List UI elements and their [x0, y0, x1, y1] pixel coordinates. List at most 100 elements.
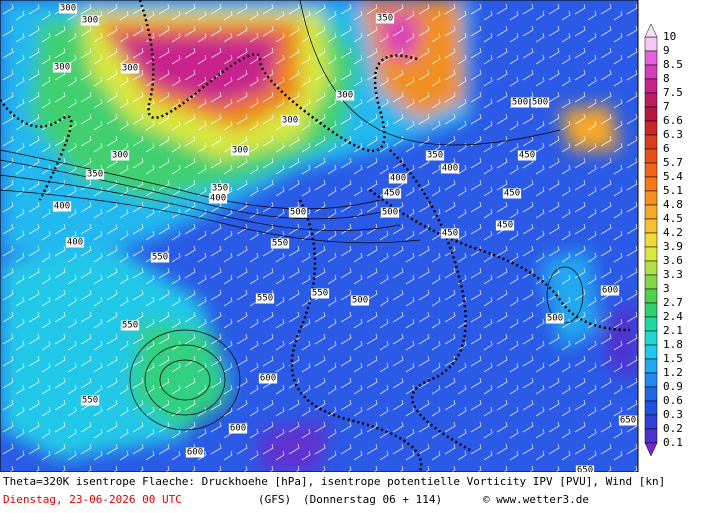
- contour-label-bg: [270, 238, 290, 249]
- contour-label: 450: [497, 221, 513, 231]
- contour-label: 300: [122, 64, 138, 74]
- contour-label-bg: [375, 13, 395, 24]
- contour-label-bg: [440, 163, 460, 174]
- colorbar-label: 7.5: [663, 86, 683, 99]
- colorbar-label: 3.9: [663, 240, 683, 253]
- contour-label: 500: [382, 208, 398, 218]
- contour-label: 500: [290, 208, 306, 218]
- contour-label-bg: [618, 415, 638, 426]
- contour-label-bg: [208, 193, 228, 204]
- colorbar-bin: [644, 120, 658, 136]
- footer-line1: Theta=320K isentrope Flaeche: Druckhoehe…: [3, 475, 665, 488]
- footer-model: (GFS): [258, 493, 291, 506]
- contour-label: 350: [212, 184, 228, 194]
- colorbar-bin: [644, 78, 658, 94]
- footer-forecast: (Donnerstag 06 + 114): [303, 493, 442, 506]
- contour-label: 450: [504, 189, 520, 199]
- contour-label-bg: [530, 97, 550, 108]
- contour-label: 450: [384, 189, 400, 199]
- contour-label: 450: [442, 229, 458, 239]
- footer-date: Dienstag, 23-06-2026 00 UTC: [3, 493, 182, 506]
- contour-label: 300: [232, 146, 248, 156]
- contour-label: 650: [577, 466, 593, 476]
- contour-label-bg: [545, 313, 565, 324]
- colorbar-label: 5.1: [663, 184, 683, 197]
- colorbar-bin: [644, 344, 658, 360]
- colorbar-label: 0.9: [663, 380, 683, 393]
- contour-label-bg: [335, 90, 355, 101]
- contour-label-bg: [150, 252, 170, 263]
- colorbar-label: 10: [663, 30, 676, 43]
- colorbar-label: 5.4: [663, 170, 683, 183]
- contour-label-bg: [228, 423, 248, 434]
- contour-label-bg: [388, 173, 408, 184]
- footer-bg: [0, 472, 704, 513]
- contour-label: 300: [337, 91, 353, 101]
- colorbar-bin: [644, 414, 658, 430]
- contour-label-bg: [280, 115, 300, 126]
- contour-label: 500: [547, 314, 563, 324]
- contour-label-bg: [510, 97, 530, 108]
- contour-label: 550: [122, 321, 138, 331]
- colorbar-label: 8.5: [663, 58, 683, 71]
- colorbar-bin: [644, 302, 658, 318]
- colorbar-bin: [644, 162, 658, 178]
- colorbar-bin: [644, 246, 658, 262]
- colorbar-bin: [644, 50, 658, 66]
- colorbar-bin: [644, 400, 658, 416]
- contour-label-bg: [258, 373, 278, 384]
- colorbar-bin: [644, 134, 658, 150]
- contour-label-bg: [80, 15, 100, 26]
- colorbar-label: 1.8: [663, 338, 683, 351]
- contour-label-bg: [52, 62, 72, 73]
- contour-label: 400: [442, 164, 458, 174]
- colorbar-bin: [644, 428, 658, 444]
- colorbar-bin: [644, 386, 658, 402]
- contour-label-bg: [185, 447, 205, 458]
- contour-label: 300: [282, 116, 298, 126]
- colorbar-label: 4.8: [663, 198, 683, 211]
- contour-label: 400: [390, 174, 406, 184]
- contour-label: 550: [152, 253, 168, 263]
- contour-label: 300: [112, 151, 128, 161]
- colorbar-bin: [644, 260, 658, 276]
- contour-label-bg: [210, 183, 230, 194]
- colorbar-label: 9: [663, 44, 670, 57]
- colorbar-label: 6.3: [663, 128, 683, 141]
- contour-label-bg: [310, 288, 330, 299]
- contour-label-bg: [65, 237, 85, 248]
- colorbar-bin: [644, 274, 658, 290]
- colorbar-bin: [644, 232, 658, 248]
- contour-label: 600: [602, 286, 618, 296]
- colorbar-bin: [644, 330, 658, 346]
- contour-label: 600: [230, 424, 246, 434]
- colorbar-over: [644, 23, 658, 38]
- contour-label: 600: [187, 448, 203, 458]
- contour-label-bg: [425, 150, 445, 161]
- contour-label-bg: [85, 169, 105, 180]
- contour-label-bg: [80, 395, 100, 406]
- contour-label-bg: [380, 207, 400, 218]
- colorbar-bin: [644, 36, 658, 52]
- contour-label-bg: [288, 207, 308, 218]
- contour-label: 550: [312, 289, 328, 299]
- colorbar-bin: [644, 190, 658, 206]
- colorbar-label: 4.5: [663, 212, 683, 225]
- colorbar-label: 0.3: [663, 408, 683, 421]
- contour-label-bg: [120, 320, 140, 331]
- colorbar-label: 1.5: [663, 352, 683, 365]
- colorbar-bin: [644, 288, 658, 304]
- colorbar-label: 1.2: [663, 366, 683, 379]
- contour-label-bg: [502, 188, 522, 199]
- contour-label: 350: [427, 151, 443, 161]
- contour-label: 500: [532, 98, 548, 108]
- contour-label-bg: [382, 188, 402, 199]
- colorbar-label: 3: [663, 282, 670, 295]
- colorbar-label: 3.6: [663, 254, 683, 267]
- colorbar-bin: [644, 148, 658, 164]
- contour-label-bg: [350, 295, 370, 306]
- colorbar-label: 2.1: [663, 324, 683, 337]
- colorbar-bin: [644, 218, 658, 234]
